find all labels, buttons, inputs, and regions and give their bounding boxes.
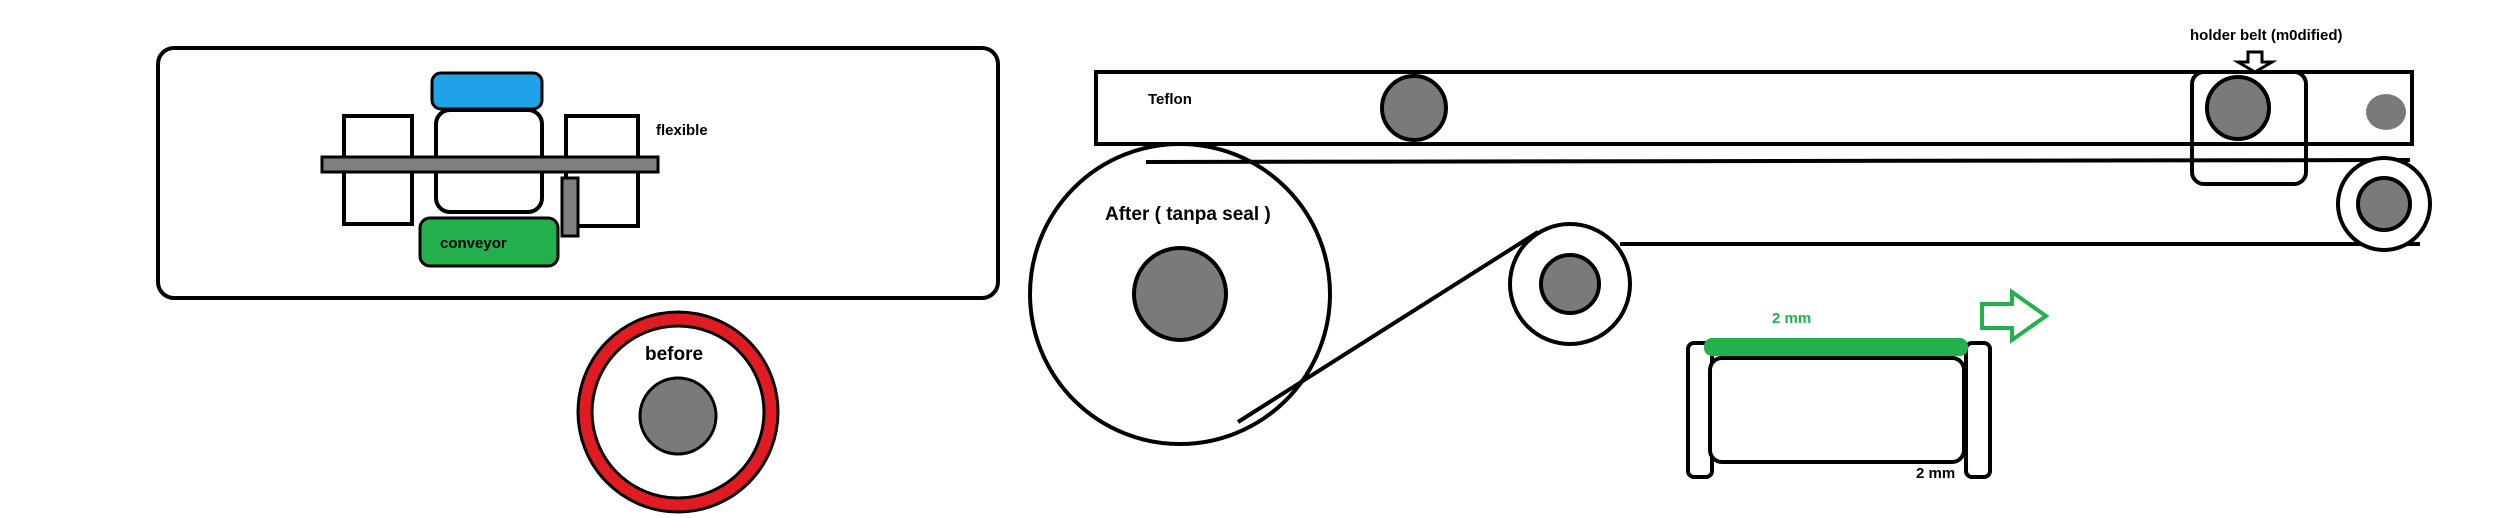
teflon-rail: Teflon holder belt (m0dified)	[1094, 27, 2414, 186]
before-roll: before	[576, 310, 780, 514]
down-arrow-icon	[2232, 50, 2278, 74]
belt-body	[1708, 356, 1966, 464]
before-roll-core	[638, 376, 718, 456]
dim-bottom-label: 2 mm	[1916, 465, 1955, 482]
panel-frame	[156, 46, 1000, 300]
belt-top-line	[1145, 158, 2411, 164]
holder-belt-frame	[2190, 70, 2308, 186]
dim-top-label: 2 mm	[1772, 310, 1811, 327]
after-label: After ( tanpa seal )	[1105, 204, 1271, 225]
holder-belt-label: holder belt (m0dified)	[2190, 27, 2343, 44]
holder-belt-roller	[2205, 75, 2271, 141]
before-label: before	[645, 344, 703, 365]
belt-detail: 2 mm 2 mm	[1686, 288, 2050, 482]
teflon-end-dot	[2366, 94, 2406, 130]
green-belt-strip	[1704, 338, 1968, 356]
idler-roll-core	[1539, 253, 1601, 315]
teflon-label: Teflon	[1148, 91, 1192, 108]
small-gray-post	[560, 176, 580, 238]
after-roll-core	[1132, 246, 1228, 342]
belt-right-cap	[1964, 341, 1992, 479]
conveyor-block	[418, 216, 560, 268]
blue-cap	[430, 71, 544, 111]
flexible-label: flexible	[656, 122, 708, 139]
teflon-roller-left	[1380, 74, 1448, 142]
belt-diagonal	[1236, 230, 1540, 424]
end-roll-core	[2356, 176, 2412, 232]
after-roll-assembly: After ( tanpa seal )	[1028, 142, 2432, 446]
right-arrow-icon	[1980, 288, 2050, 344]
conveyor-label: conveyor	[440, 235, 507, 252]
cross-section-panel: conveyor flexible	[156, 46, 1000, 300]
flexible-bar	[320, 155, 660, 174]
